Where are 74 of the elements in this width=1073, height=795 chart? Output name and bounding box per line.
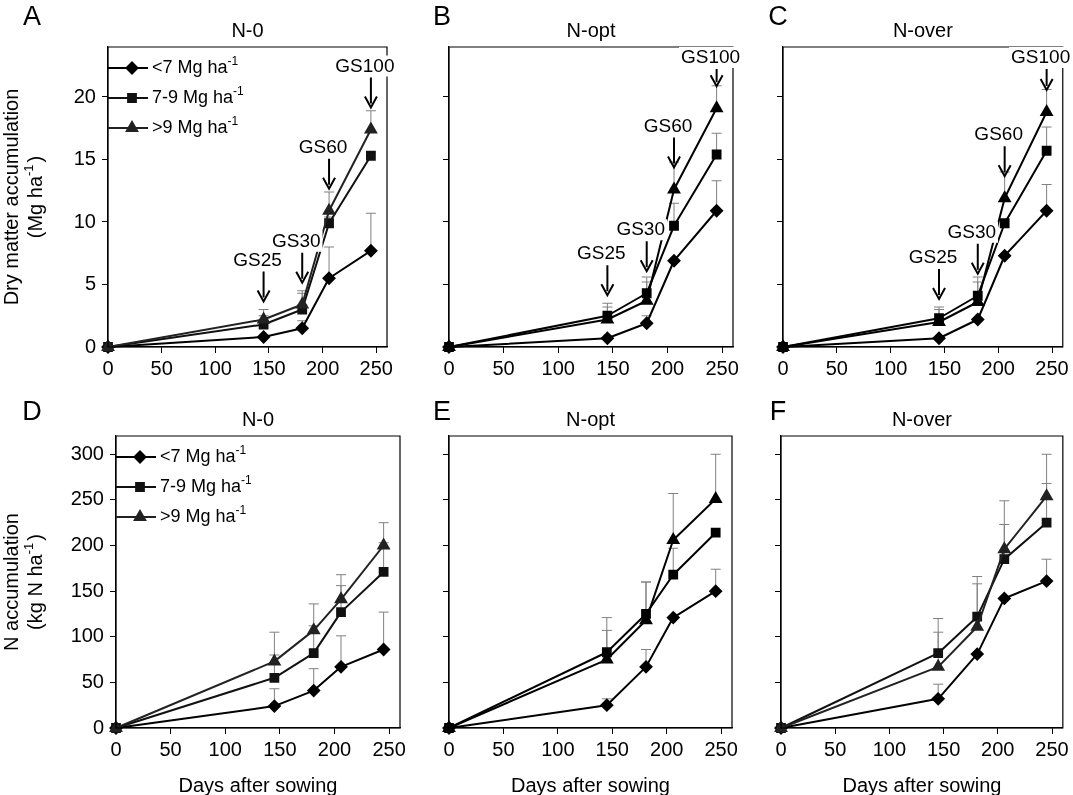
x-tick-label: 250 (705, 356, 739, 379)
x-tick-label: 250 (359, 356, 393, 379)
x-tick-label: 50 (159, 737, 182, 760)
x-tick-label: 250 (1035, 737, 1069, 760)
x-tick-label: 50 (492, 737, 515, 760)
x-tick-label: 200 (305, 356, 340, 379)
x-tick-label: 50 (150, 356, 173, 379)
annotation: GS30 (271, 229, 321, 251)
chart-title: N-opt (566, 18, 616, 41)
annotation: GS25 (577, 242, 626, 264)
x-tick-label: 150 (927, 356, 962, 379)
x-axis-title: Days after sowing (178, 773, 338, 795)
x-tick-label: 250 (1035, 356, 1069, 379)
y-tick-label: 200 (70, 533, 104, 556)
x-tick-label: 200 (650, 737, 684, 760)
x-tick-label: 100 (208, 737, 242, 760)
annotation: GS100 (1011, 46, 1071, 68)
y-tick-label: 0 (92, 715, 104, 738)
y-tick-label: 10 (73, 209, 96, 232)
y-tick-label: 250 (70, 487, 104, 510)
x-axis-title: Days after sowing (842, 773, 1002, 795)
annotation: GS60 (974, 123, 1023, 145)
text: C (768, 1, 788, 32)
chart-title: N-0 (231, 18, 264, 41)
annotation: GS25 (233, 248, 282, 270)
y-tick-label: 100 (70, 624, 104, 647)
annotation: GS100 (681, 46, 741, 68)
x-tick-label: 100 (541, 356, 575, 379)
x-tick-label: 150 (252, 356, 286, 379)
x-tick-label: 100 (873, 356, 908, 379)
x-tick-label: 0 (775, 737, 787, 760)
annotation: GS60 (298, 135, 348, 157)
text: E (433, 396, 452, 427)
y-tick-label: 300 (70, 441, 104, 464)
y-tick-label: 5 (84, 272, 96, 295)
y-tick-label: 150 (70, 578, 104, 601)
y-tick-label: 0 (84, 334, 96, 357)
x-tick-label: 0 (443, 737, 455, 760)
chart-title: N-over (891, 407, 953, 430)
x-tick-label: 0 (777, 356, 789, 379)
x-tick-label: 150 (926, 737, 961, 760)
y-tick-label: 50 (81, 669, 104, 692)
x-tick-label: 100 (541, 737, 575, 760)
x-tick-label: 100 (198, 356, 232, 379)
x-tick-label: 50 (825, 356, 848, 379)
x-tick-label: 200 (317, 737, 352, 760)
text: B (433, 1, 452, 32)
x-tick-label: 100 (872, 737, 907, 760)
x-tick-label: 50 (824, 737, 847, 760)
text: F (769, 396, 787, 427)
x-tick-label: 0 (110, 737, 122, 760)
text: D (22, 396, 42, 427)
y-tick-label: 15 (73, 147, 96, 170)
x-tick-label: 150 (596, 356, 630, 379)
x-tick-label: 0 (443, 356, 455, 379)
annotation: GS100 (335, 54, 395, 76)
x-tick-label: 200 (981, 737, 1015, 760)
x-tick-label: 150 (595, 737, 629, 760)
chart-title: N-0 (241, 407, 275, 430)
annotation: GS30 (947, 220, 997, 242)
chart-title: N-over (892, 18, 954, 41)
x-tick-label: 200 (981, 356, 1015, 379)
x-tick-label: 250 (372, 737, 406, 760)
chart-title: N-opt (566, 407, 616, 430)
x-axis-title: Days after sowing (511, 773, 670, 795)
annotation: GS60 (643, 114, 693, 136)
annotation: GS25 (908, 246, 958, 268)
text: A (23, 1, 42, 32)
x-tick-label: 200 (650, 356, 685, 379)
y-tick-label: 20 (73, 84, 96, 107)
x-tick-label: 50 (492, 356, 515, 379)
annotation: GS30 (616, 218, 666, 240)
x-tick-label: 250 (704, 737, 738, 760)
x-tick-label: 150 (263, 737, 297, 760)
